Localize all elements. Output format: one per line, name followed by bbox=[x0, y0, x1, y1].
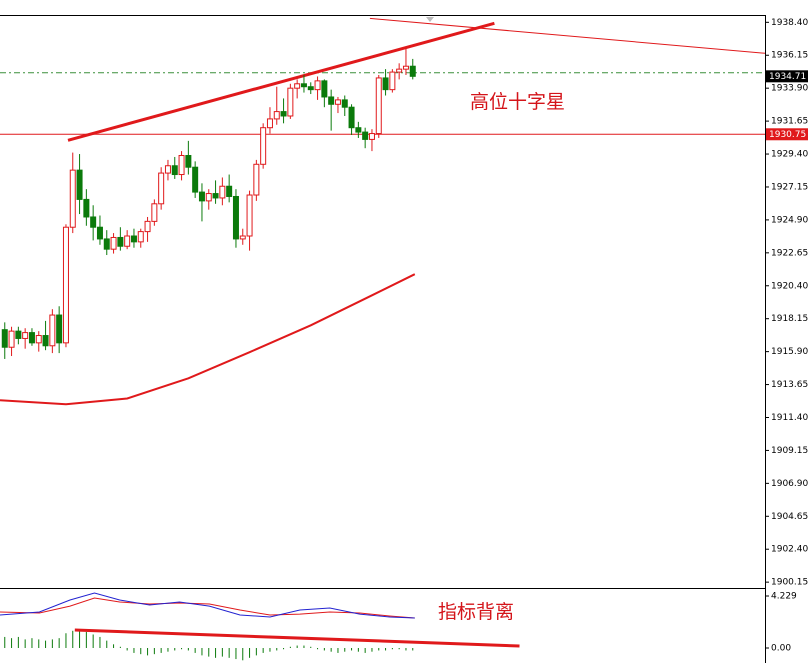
y-tick-label: 1929.40 bbox=[771, 150, 808, 160]
y-tick-label: 1918.15 bbox=[771, 314, 808, 324]
candle-body bbox=[90, 216, 97, 228]
candle-body bbox=[328, 96, 335, 105]
candle-body bbox=[28, 332, 35, 344]
candle-body bbox=[382, 77, 389, 91]
candle-body bbox=[266, 118, 273, 129]
candle-body bbox=[69, 169, 76, 228]
candle-body bbox=[212, 193, 219, 199]
candle-body bbox=[8, 330, 15, 348]
period-marker bbox=[426, 17, 434, 22]
candle-body bbox=[205, 193, 212, 202]
candle-body bbox=[151, 203, 158, 222]
y-tick-label: 1902.40 bbox=[771, 545, 808, 555]
candle-body bbox=[62, 226, 69, 344]
candle-body bbox=[198, 191, 205, 202]
candle-body bbox=[396, 68, 403, 73]
y-tick-label: 1913.65 bbox=[771, 380, 808, 390]
candle-body bbox=[355, 127, 362, 133]
y-tick-label: 1920.40 bbox=[771, 281, 808, 291]
y-tick-label: 1906.90 bbox=[771, 479, 808, 489]
candle-body bbox=[15, 330, 22, 339]
moving-average bbox=[0, 273, 416, 406]
candle-body bbox=[22, 332, 29, 339]
candle-body bbox=[368, 133, 375, 140]
y-tick-label: 1933.90 bbox=[771, 84, 808, 94]
candle-body bbox=[321, 80, 328, 98]
last-price-tag: 1934.71 bbox=[769, 72, 806, 82]
candle-body bbox=[307, 86, 314, 91]
y-tick-label: 1904.65 bbox=[771, 512, 808, 522]
candle-body bbox=[35, 335, 42, 344]
candle-body bbox=[253, 163, 260, 196]
y-tick-label: 1900.15 bbox=[771, 578, 808, 588]
candle-body bbox=[192, 166, 199, 193]
y-tick-label: 1931.65 bbox=[771, 117, 808, 127]
price-tag-bg bbox=[766, 128, 808, 141]
price-tag: 1930.75 bbox=[769, 130, 806, 140]
candle-body bbox=[42, 335, 49, 347]
candle-body bbox=[83, 198, 90, 218]
candle-body bbox=[273, 111, 280, 120]
candle-body bbox=[137, 231, 144, 243]
candle-body bbox=[280, 111, 287, 117]
y-tick-label: 1927.15 bbox=[771, 182, 808, 192]
y-tick-label: 1922.65 bbox=[771, 248, 808, 258]
candle-body bbox=[226, 185, 233, 197]
candle-body bbox=[219, 185, 226, 199]
y-tick-label: 1915.90 bbox=[771, 347, 808, 357]
candle-body bbox=[96, 226, 103, 240]
candle-body bbox=[341, 99, 348, 108]
candle-body bbox=[314, 80, 321, 91]
trend-line bbox=[74, 628, 520, 648]
y-tick-label: 1911.40 bbox=[771, 413, 808, 423]
last-price-tag-bg bbox=[766, 70, 808, 83]
candle-body bbox=[348, 106, 355, 129]
candle-body bbox=[300, 83, 307, 88]
trend-line bbox=[369, 17, 766, 54]
candle-body bbox=[185, 155, 192, 168]
candle-body bbox=[130, 235, 137, 243]
candle-body bbox=[164, 165, 171, 174]
candle-body bbox=[49, 314, 56, 347]
y-tick-label: 1924.90 bbox=[771, 215, 808, 225]
annotation: 高位十字星 bbox=[470, 91, 565, 113]
candle-body bbox=[402, 65, 409, 70]
candle-body bbox=[375, 77, 382, 135]
signal-line bbox=[0, 597, 415, 619]
y-tick-label: 1938.40 bbox=[771, 18, 808, 28]
candle-body bbox=[76, 169, 83, 200]
candle-body bbox=[103, 238, 110, 250]
candle-body bbox=[334, 99, 341, 105]
candle-body bbox=[1, 329, 8, 348]
candle-body bbox=[158, 172, 165, 205]
candle-body bbox=[232, 195, 239, 240]
annotation: 指标背离 bbox=[438, 601, 514, 623]
candle-body bbox=[409, 65, 416, 77]
candle-body bbox=[362, 131, 369, 140]
candle-body bbox=[294, 83, 301, 89]
candle-body bbox=[110, 236, 117, 250]
candle-body bbox=[246, 194, 253, 237]
candle-body bbox=[260, 127, 267, 165]
y-tick-label: 0.00 bbox=[771, 644, 791, 654]
candle-body bbox=[389, 71, 396, 91]
y-tick-label: 1909.15 bbox=[771, 446, 808, 456]
candle-body bbox=[124, 235, 131, 247]
y-tick-label: 1936.15 bbox=[771, 51, 808, 61]
candle-body bbox=[178, 155, 185, 176]
candle-body bbox=[287, 87, 294, 117]
candle-body bbox=[144, 220, 151, 233]
y-tick-label: 4.229 bbox=[771, 592, 797, 602]
candle-body bbox=[56, 314, 63, 344]
macd-line bbox=[0, 592, 415, 619]
candle-body bbox=[239, 235, 246, 240]
candle-body bbox=[117, 236, 124, 247]
candle-body bbox=[171, 165, 178, 176]
trend-line bbox=[67, 21, 495, 142]
